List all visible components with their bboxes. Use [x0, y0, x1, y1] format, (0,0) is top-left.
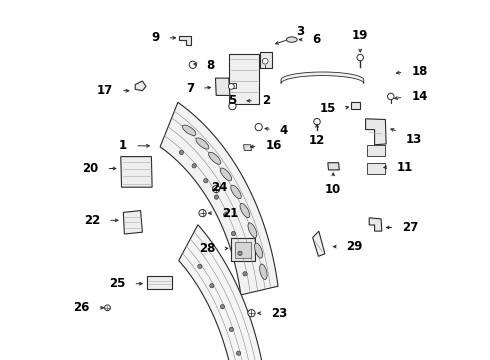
Text: 23: 23	[271, 307, 287, 320]
Polygon shape	[328, 163, 339, 170]
Circle shape	[229, 103, 236, 110]
Text: 16: 16	[266, 139, 282, 152]
Circle shape	[189, 61, 196, 68]
Text: 20: 20	[82, 162, 98, 175]
FancyBboxPatch shape	[147, 276, 172, 289]
Ellipse shape	[209, 152, 221, 164]
Text: 13: 13	[406, 133, 422, 146]
Polygon shape	[135, 81, 146, 91]
Ellipse shape	[240, 203, 250, 217]
Text: 17: 17	[97, 84, 113, 97]
Circle shape	[210, 284, 214, 288]
Circle shape	[179, 150, 184, 155]
Circle shape	[104, 305, 110, 311]
Text: 22: 22	[84, 214, 100, 227]
Polygon shape	[160, 102, 278, 295]
Polygon shape	[369, 218, 382, 231]
Text: 28: 28	[199, 242, 216, 255]
Ellipse shape	[182, 125, 196, 135]
Text: 21: 21	[222, 207, 239, 220]
Text: 26: 26	[73, 301, 90, 314]
Polygon shape	[216, 78, 230, 95]
Ellipse shape	[220, 168, 232, 181]
Text: 14: 14	[411, 90, 428, 103]
Text: 9: 9	[151, 31, 160, 44]
Circle shape	[229, 327, 234, 332]
Circle shape	[237, 351, 241, 355]
Circle shape	[192, 164, 196, 168]
Polygon shape	[229, 83, 236, 88]
Ellipse shape	[248, 223, 257, 238]
Text: 29: 29	[346, 240, 363, 253]
Polygon shape	[351, 102, 360, 109]
Ellipse shape	[255, 243, 263, 258]
Text: 24: 24	[212, 181, 228, 194]
Circle shape	[199, 210, 206, 217]
Ellipse shape	[196, 138, 209, 149]
Circle shape	[262, 58, 268, 64]
Text: 12: 12	[309, 134, 325, 147]
Circle shape	[357, 54, 364, 61]
Polygon shape	[260, 52, 272, 68]
Text: 3: 3	[296, 25, 304, 38]
Polygon shape	[313, 231, 325, 256]
Polygon shape	[366, 119, 386, 145]
Circle shape	[223, 213, 228, 217]
FancyBboxPatch shape	[231, 238, 255, 261]
Circle shape	[214, 195, 219, 199]
Text: 27: 27	[402, 221, 418, 234]
Polygon shape	[179, 36, 191, 45]
Text: 25: 25	[109, 277, 125, 290]
Circle shape	[213, 185, 220, 193]
Text: 6: 6	[312, 33, 320, 46]
Polygon shape	[121, 157, 152, 187]
FancyBboxPatch shape	[368, 163, 385, 174]
Text: 4: 4	[280, 124, 288, 137]
Ellipse shape	[286, 37, 297, 42]
Polygon shape	[244, 145, 251, 150]
Text: 5: 5	[228, 94, 237, 107]
Circle shape	[204, 179, 208, 183]
Polygon shape	[123, 211, 143, 234]
Circle shape	[197, 264, 202, 269]
Text: 15: 15	[319, 103, 336, 116]
FancyBboxPatch shape	[235, 242, 251, 258]
Circle shape	[248, 310, 255, 317]
Text: 11: 11	[397, 161, 413, 174]
Text: 1: 1	[119, 139, 127, 152]
Polygon shape	[179, 225, 268, 360]
Polygon shape	[281, 72, 364, 84]
Text: 18: 18	[411, 65, 428, 78]
Circle shape	[243, 272, 247, 276]
Circle shape	[255, 123, 262, 131]
Circle shape	[314, 118, 320, 125]
FancyBboxPatch shape	[229, 54, 259, 104]
Text: 7: 7	[186, 82, 194, 95]
FancyBboxPatch shape	[368, 145, 385, 156]
Circle shape	[220, 305, 224, 309]
Text: 19: 19	[352, 30, 368, 42]
Ellipse shape	[231, 185, 241, 199]
Circle shape	[228, 84, 234, 89]
Text: 2: 2	[262, 94, 270, 107]
Text: 10: 10	[325, 183, 342, 195]
Circle shape	[238, 251, 242, 256]
Text: 8: 8	[206, 59, 214, 72]
Ellipse shape	[260, 264, 267, 279]
Circle shape	[231, 231, 236, 236]
Circle shape	[388, 93, 394, 100]
